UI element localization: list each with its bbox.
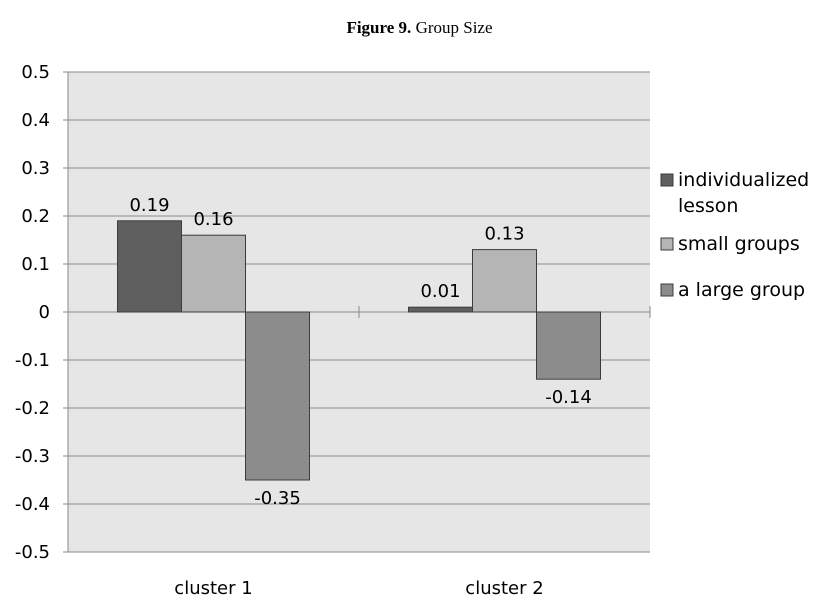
y-tick-label: 0.2 (21, 206, 50, 227)
bar (117, 220, 182, 313)
y-tick-label: -0.1 (15, 350, 50, 371)
data-label: 0.01 (420, 281, 460, 302)
chart-title: Group Size (415, 18, 493, 37)
bar (181, 234, 246, 313)
data-label: 0.16 (193, 209, 233, 230)
y-tick-label: -0.4 (15, 494, 50, 515)
legend-swatch (660, 237, 674, 251)
legend-label: small groups (678, 233, 800, 255)
y-tick-label: 0 (39, 302, 50, 323)
figure-title: Figure 9. Group Size (0, 18, 839, 38)
legend-label: a large group (678, 279, 805, 301)
y-tick-label: -0.2 (15, 398, 50, 419)
data-label: -0.14 (545, 387, 592, 408)
legend-item: individualized lesson (660, 169, 809, 217)
data-label: 0.19 (129, 195, 169, 216)
y-tick-label: -0.3 (15, 446, 50, 467)
bar (472, 249, 537, 313)
legend-swatch (660, 173, 674, 187)
figure-label: Figure 9. (346, 18, 412, 37)
data-label: 0.13 (484, 224, 524, 245)
y-tick-label: 0.3 (21, 158, 50, 179)
y-tick-label: -0.5 (15, 542, 50, 563)
legend-item: a large group (660, 279, 805, 301)
y-tick-label: 0.4 (21, 110, 50, 131)
bar (408, 306, 473, 313)
y-tick-label: 0.5 (21, 62, 50, 83)
legend-label: individualized lesson (678, 169, 809, 217)
bar (536, 311, 601, 380)
bar (245, 311, 310, 481)
legend-swatch (660, 283, 674, 297)
y-tick-label: 0.1 (21, 254, 50, 275)
data-label: -0.35 (254, 488, 301, 509)
legend-item: small groups (660, 233, 800, 255)
x-tick-label: cluster 2 (465, 578, 543, 599)
x-tick-label: cluster 1 (174, 578, 252, 599)
